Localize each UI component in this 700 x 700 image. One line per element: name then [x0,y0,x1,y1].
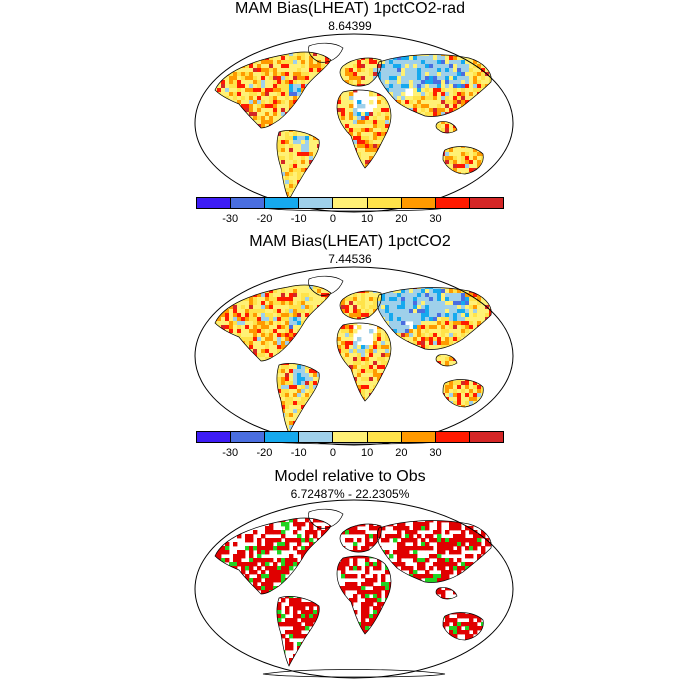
coastline-europe [339,57,382,87]
map-boundary [194,266,514,446]
colorbar-tick-label: 20 [395,447,408,459]
coastline-asia [377,54,492,117]
coastline-samerica [276,363,320,434]
colorbar-tick-label: -30 [222,213,239,225]
coastline-namerica [214,284,332,362]
map-boundary [194,33,514,213]
colorbar-segment [367,198,402,208]
coastline-samerica [276,596,320,667]
coastline-greenland [308,42,344,63]
land-data-field [215,52,492,200]
coastline-africa [336,89,392,169]
land-data-field [215,518,492,666]
panel-1-world-map [194,33,514,213]
colorbar-segment [299,432,334,442]
coastline-seasia [435,121,458,134]
colorbar-segment [435,432,470,442]
land-data-field [215,285,492,433]
panel-3-title: Model relative to Obs [274,468,426,485]
colorbar-segment [469,432,503,442]
colorbar-tick-label: 10 [360,447,374,459]
colorbar-segment [435,198,470,208]
colorbar-segment [197,432,232,442]
coastline-seasia [435,354,458,367]
coastline-namerica [214,51,332,129]
panel-2-world-map [194,266,514,446]
coastline-seasia [435,587,458,600]
colorbar-tick-label: -30 [222,447,239,459]
colorbar-tick-label: -20 [256,447,273,459]
panel-2-colorbar [196,431,504,443]
colorbar-tick-label: 10 [360,213,374,225]
colorbar-segment [265,198,300,208]
colorbar-tick-label: 0 [329,447,336,459]
coastline-australia [442,612,484,641]
colorbar-segment [197,198,232,208]
colorbar-segment [299,198,334,208]
colorbar-segment [401,198,436,208]
colorbar-tick-label: -10 [290,213,307,225]
colorbar-tick-label: 20 [395,213,408,225]
colorbar-segment [469,198,503,208]
coastline-samerica [276,130,320,201]
colorbar-segment [231,198,266,208]
colorbar-tick-label: 30 [429,213,442,225]
colorbar-tick-label: 0 [329,213,336,225]
colorbar-segment [231,432,266,442]
map-boundary [194,499,514,679]
panel-2-title: MAM Bias(LHEAT) 1pctCO2 [249,233,451,250]
coastline-africa [336,322,392,402]
colorbar-tick-label: -10 [290,447,307,459]
coastline-namerica [214,517,332,595]
coastline-europe [339,523,382,553]
panel-3-subtitle: 6.72487% - 22.2305% [290,487,410,501]
coastline-asia [377,520,492,583]
panel-2-subtitle: 7.44536 [328,252,372,266]
panel-1-title: MAM Bias(LHEAT) 1pctCO2-rad [235,0,465,17]
panel-1-subtitle: 8.64399 [328,19,372,33]
colorbar-segment [333,432,368,442]
coastline-africa [336,555,392,635]
coastline-asia [377,287,492,350]
panel-1-colorbar [196,197,504,209]
coastline-greenland [308,508,344,529]
colorbar-tick-label: 30 [429,447,442,459]
colorbar-segment [401,432,436,442]
colorbar-segment [333,198,368,208]
panel-3-world-map [194,499,514,679]
coastline-australia [442,146,484,175]
coastline-europe [339,290,382,320]
colorbar-segment [367,432,402,442]
coastline-australia [442,379,484,408]
coastline-greenland [308,275,344,296]
colorbar-tick-label: -20 [256,213,273,225]
coastline-antarctica [262,669,446,678]
colorbar-segment [265,432,300,442]
